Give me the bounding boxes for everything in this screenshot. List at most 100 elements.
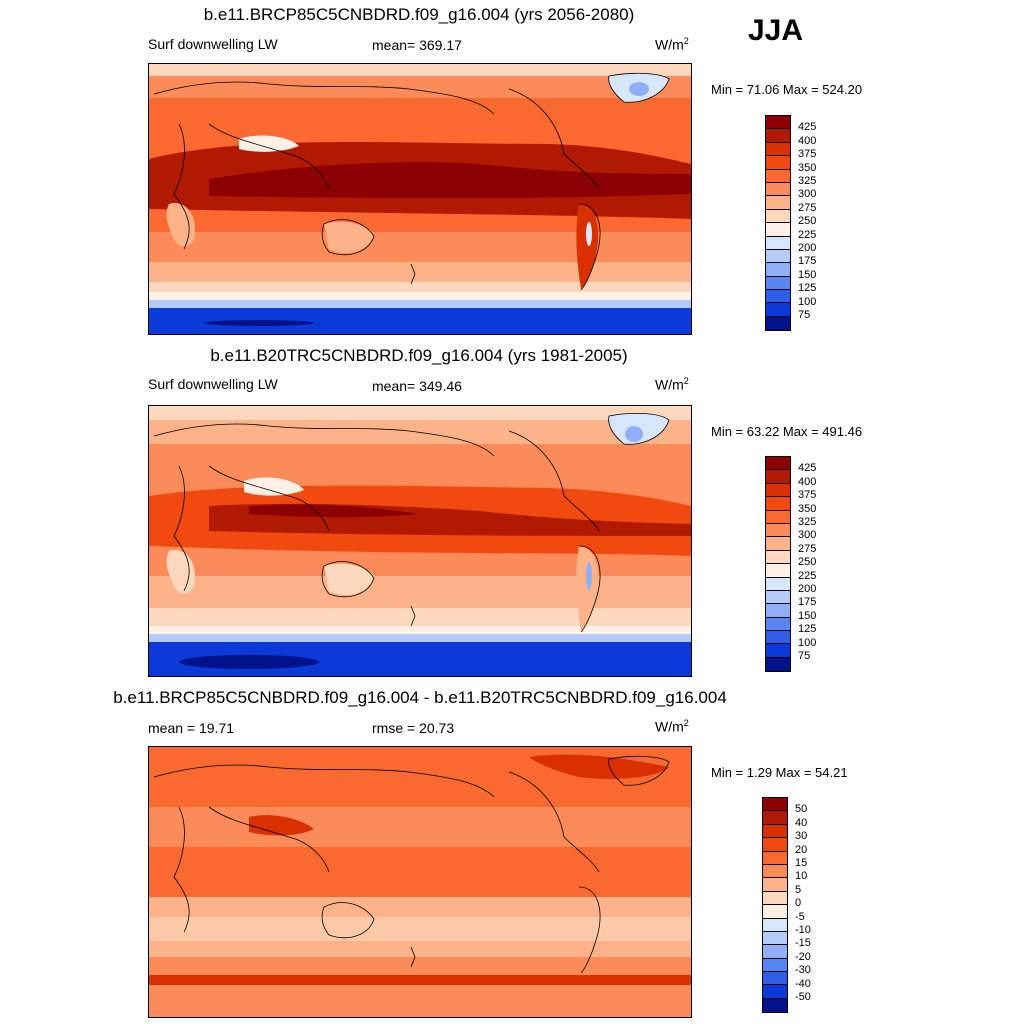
colorbar-tick-label: 100 <box>798 636 817 649</box>
panel-1-mean: mean= 369.17 <box>372 37 462 53</box>
colorbar-tick-label: 125 <box>798 623 817 636</box>
panel-2-minmax: Min = 63.22 Max = 491.46 <box>711 424 863 439</box>
panel-1-units: W/m2 <box>655 36 689 53</box>
colorbar-swatch <box>763 931 787 946</box>
colorbar-swatch <box>766 142 790 157</box>
colorbar-swatch <box>766 510 790 524</box>
colorbar-tick-label: -10 <box>795 924 811 936</box>
colorbar-tick-label: 225 <box>798 228 817 241</box>
panel-2-map <box>148 405 692 677</box>
colorbar-tick-label: -40 <box>795 977 811 990</box>
panel-1-map-field <box>149 64 691 334</box>
colorbar-swatch <box>766 223 790 237</box>
colorbar-swatch <box>766 523 790 538</box>
colorbar-tick-label: 5 <box>795 883 802 896</box>
colorbar-swatch <box>763 838 787 852</box>
colorbar-swatch <box>766 483 790 498</box>
colorbar-swatch <box>763 798 787 812</box>
colorbar-tick-label: 75 <box>798 309 811 321</box>
panel-2-units: W/m2 <box>655 376 689 393</box>
colorbar-swatch <box>766 129 790 143</box>
colorbar-tick-label: 325 <box>798 516 817 528</box>
panel-3-minmax: Min = 1.29 Max = 54.21 <box>711 765 848 780</box>
panel-1-minmax: Min = 71.06 Max = 524.20 <box>711 82 863 97</box>
panel-3-units: W/m2 <box>655 718 689 735</box>
colorbar-swatch <box>766 631 790 645</box>
panel-2-map-field <box>149 406 691 676</box>
colorbar-swatch <box>766 617 790 632</box>
colorbar-swatch <box>763 918 787 932</box>
panel-1-variable-label: Surf downwelling LW <box>148 36 278 52</box>
panel-3-title: b.e11.BRCP85C5CNBDRD.f09_g16.004 - b.e11… <box>113 688 727 707</box>
season-label: JJA <box>748 14 804 47</box>
colorbar-swatch <box>763 878 787 892</box>
colorbar-tick-label: 30 <box>795 830 808 843</box>
colorbar-tick-label: 75 <box>798 650 811 662</box>
colorbar-tick-label: 40 <box>795 816 808 829</box>
colorbar-swatch <box>766 209 790 224</box>
colorbar-swatch <box>766 236 790 250</box>
colorbar-tick-label: 275 <box>798 201 817 214</box>
colorbar-swatch <box>766 577 790 591</box>
colorbar-swatch <box>766 196 790 210</box>
panel-2-mean: mean= 349.46 <box>372 378 462 394</box>
colorbar-swatch <box>766 290 790 304</box>
colorbar-tick-label: -30 <box>795 964 811 977</box>
colorbar-tick-label: 300 <box>798 188 817 201</box>
colorbar-tick-label: 150 <box>798 268 817 281</box>
colorbar-tick-label: 125 <box>798 282 817 295</box>
colorbar-tick-label: 20 <box>795 843 808 856</box>
colorbar-swatch <box>766 470 790 484</box>
panel-3-rmse: rmse = 20.73 <box>372 720 455 736</box>
colorbar-swatch <box>766 303 790 317</box>
colorbar-swatch <box>766 537 790 551</box>
colorbar-swatch <box>766 169 790 183</box>
panel-2-variable-label: Surf downwelling LW <box>148 376 278 392</box>
colorbar-swatch <box>763 905 787 919</box>
colorbar-tick-label: 275 <box>798 542 817 555</box>
colorbar-tick-label: 300 <box>798 529 817 542</box>
colorbar-swatch <box>766 182 790 197</box>
panel-2-title: b.e11.B20TRC5CNBDRD.f09_g16.004 (yrs 198… <box>210 346 628 365</box>
colorbar-swatch <box>766 497 790 511</box>
colorbar-swatch <box>766 316 790 331</box>
colorbar-swatch <box>766 263 790 277</box>
panel-2-colorbar <box>765 456 791 673</box>
colorbar-swatch <box>766 249 790 264</box>
colorbar-swatch <box>766 657 790 672</box>
colorbar-swatch <box>766 604 790 618</box>
colorbar-swatch <box>763 945 787 959</box>
colorbar-tick-label: 200 <box>798 242 817 254</box>
panel-1-colorbar <box>765 115 791 332</box>
colorbar-swatch <box>766 116 790 130</box>
panel-3-map <box>148 746 692 1018</box>
colorbar-tick-label: 400 <box>798 134 817 147</box>
colorbar-tick-label: 425 <box>798 121 817 134</box>
colorbar-tick-label: -5 <box>795 910 805 923</box>
colorbar-swatch <box>763 824 787 839</box>
colorbar-swatch <box>763 864 787 879</box>
colorbar-swatch <box>766 644 790 658</box>
colorbar-tick-label: -50 <box>795 991 811 1003</box>
panel-3-mean: mean = 19.71 <box>148 720 235 736</box>
colorbar-tick-label: 375 <box>798 489 817 502</box>
colorbar-swatch <box>763 851 787 865</box>
colorbar-tick-label: 10 <box>795 870 808 883</box>
colorbar-swatch <box>766 564 790 578</box>
colorbar-tick-label: 425 <box>798 462 817 475</box>
colorbar-swatch <box>766 457 790 471</box>
colorbar-tick-label: 15 <box>795 857 808 869</box>
colorbar-tick-label: 150 <box>798 609 817 622</box>
colorbar-tick-label: 325 <box>798 175 817 187</box>
colorbar-swatch <box>763 891 787 906</box>
colorbar-tick-label: 0 <box>795 897 802 910</box>
colorbar-tick-label: 175 <box>798 596 817 609</box>
colorbar-swatch <box>766 590 790 605</box>
colorbar-tick-label: 350 <box>798 161 817 174</box>
colorbar-tick-label: 375 <box>798 148 817 161</box>
colorbar-tick-label: -20 <box>795 950 811 963</box>
colorbar-tick-label: -15 <box>795 937 811 950</box>
colorbar-swatch <box>766 156 790 170</box>
colorbar-tick-label: 350 <box>798 502 817 515</box>
panel-1-map <box>148 63 692 335</box>
